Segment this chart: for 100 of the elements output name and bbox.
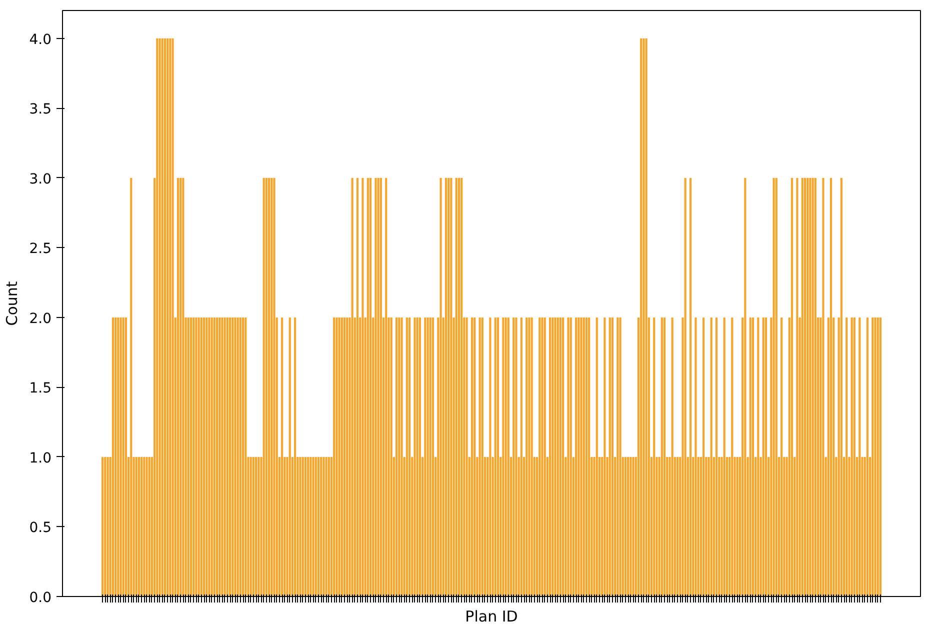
bar <box>450 178 452 596</box>
bar <box>608 317 611 596</box>
bar <box>772 178 775 596</box>
bar <box>554 317 556 596</box>
bar <box>562 317 564 596</box>
bar <box>346 317 348 596</box>
bar <box>400 317 403 596</box>
bar <box>221 317 224 596</box>
bar <box>559 317 562 596</box>
bar <box>312 456 314 596</box>
bar <box>588 317 590 596</box>
bar <box>255 456 258 596</box>
bar <box>627 456 630 596</box>
bar <box>156 38 158 596</box>
bar <box>812 178 814 596</box>
bar <box>161 38 164 596</box>
bar <box>166 38 169 596</box>
bar <box>262 178 265 596</box>
bar <box>570 317 572 596</box>
bar <box>541 317 544 596</box>
bar <box>226 317 228 596</box>
bar <box>408 317 411 596</box>
bar <box>515 317 518 596</box>
bar <box>366 178 369 596</box>
bar <box>258 456 260 596</box>
bar <box>180 178 182 596</box>
bar <box>512 317 515 596</box>
x-axis-title: Plan ID <box>465 608 518 626</box>
bar <box>526 317 528 596</box>
bar <box>752 317 754 596</box>
bar <box>440 178 442 596</box>
bar <box>744 178 746 596</box>
bar <box>567 317 570 596</box>
bar <box>538 317 541 596</box>
bar <box>176 178 180 596</box>
bar <box>140 456 143 596</box>
bar <box>340 317 343 596</box>
bar <box>104 456 106 596</box>
bar <box>182 178 184 596</box>
bar <box>716 317 718 596</box>
bar <box>206 317 208 596</box>
bar <box>148 456 150 596</box>
bar <box>380 178 382 596</box>
bar <box>507 317 510 596</box>
bar <box>846 317 848 596</box>
bar <box>130 178 132 596</box>
bar <box>172 38 174 596</box>
bar <box>702 317 705 596</box>
bar <box>455 178 458 596</box>
bar <box>582 317 585 596</box>
bar <box>632 456 634 596</box>
bar <box>642 38 645 596</box>
bar <box>429 317 432 596</box>
bar <box>806 178 809 596</box>
bar <box>853 317 856 596</box>
bar <box>790 178 794 596</box>
bar <box>122 317 124 596</box>
bar <box>395 317 398 596</box>
bar <box>343 317 346 596</box>
bar <box>138 456 140 596</box>
bar <box>218 317 221 596</box>
bar <box>671 317 674 596</box>
bar <box>239 317 242 596</box>
bar <box>556 317 559 596</box>
bar <box>228 317 232 596</box>
bar <box>619 317 622 596</box>
bar <box>585 317 588 596</box>
bar <box>362 178 364 596</box>
bar <box>578 317 580 596</box>
bar <box>502 317 504 596</box>
bar <box>879 317 882 596</box>
bar <box>466 317 468 596</box>
bar <box>645 38 648 596</box>
bar <box>314 456 317 596</box>
bar <box>520 317 522 596</box>
bar <box>252 456 254 596</box>
bar <box>288 317 291 596</box>
bar <box>310 456 312 596</box>
bar <box>474 317 476 596</box>
bar <box>489 317 492 596</box>
bar <box>192 317 195 596</box>
bar <box>202 317 206 596</box>
bar <box>158 38 161 596</box>
bar <box>270 178 273 596</box>
bar <box>814 178 816 596</box>
bar <box>328 456 330 596</box>
bar <box>689 178 692 596</box>
bar <box>273 178 276 596</box>
bar <box>398 317 400 596</box>
bar <box>124 317 127 596</box>
bar <box>169 38 172 596</box>
bar <box>731 317 734 596</box>
bar <box>236 317 239 596</box>
bar <box>432 317 434 596</box>
bar <box>112 317 114 596</box>
bar <box>307 456 310 596</box>
bar <box>117 317 120 596</box>
bar <box>604 317 606 596</box>
bar <box>200 317 202 596</box>
bar <box>775 178 778 596</box>
